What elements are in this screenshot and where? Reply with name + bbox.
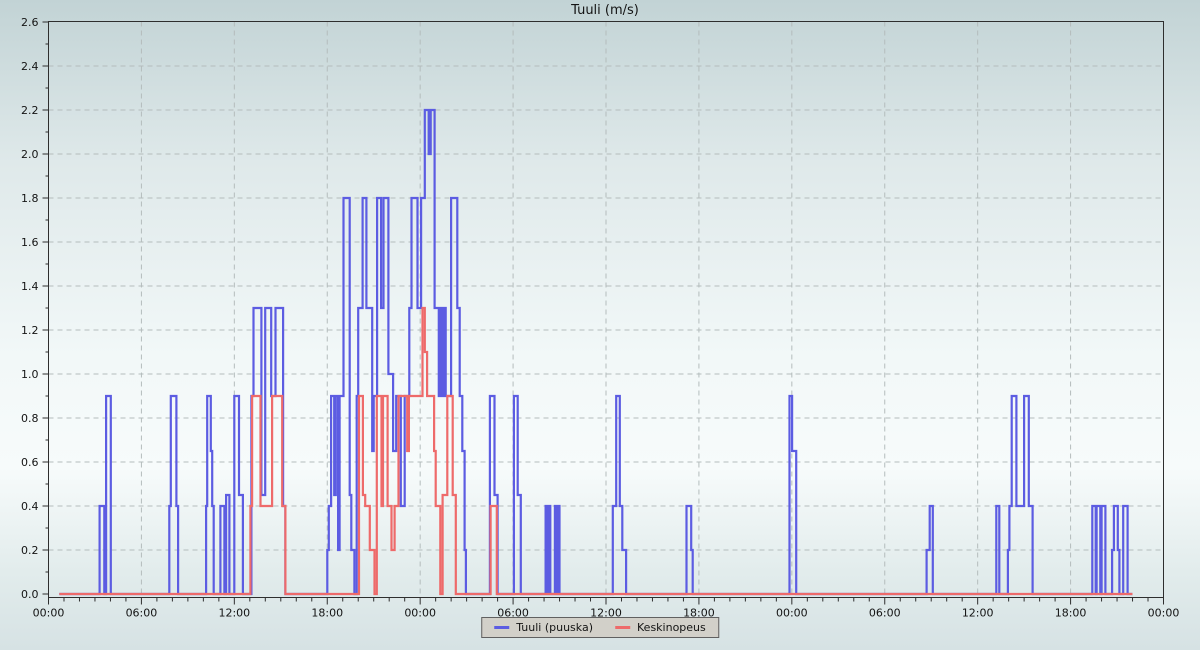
- legend-label-keskinopeus: Keskinopeus: [637, 621, 706, 634]
- y-tick-label: 1.8: [21, 192, 39, 205]
- x-tick-label: 18:00: [311, 607, 343, 620]
- y-tick-label: 0.6: [21, 456, 39, 469]
- y-tick-label: 2.2: [21, 104, 39, 117]
- y-tick-label: 1.6: [21, 236, 39, 249]
- y-tick-label: 1.0: [21, 368, 39, 381]
- x-tick-label: 00:00: [33, 607, 65, 620]
- x-tick-label: 12:00: [218, 607, 250, 620]
- y-tick-label: 0.8: [21, 412, 39, 425]
- x-tick-label: 06:00: [497, 607, 529, 620]
- chart-title: Tuuli (m/s): [571, 3, 639, 18]
- y-tick-label: 0.4: [21, 500, 39, 513]
- x-tick-label: 00:00: [1148, 607, 1180, 620]
- y-tick-label: 0.2: [21, 544, 39, 557]
- chart-legend: Tuuli (puuska) Keskinopeus: [481, 617, 719, 638]
- x-tick-label: 00:00: [404, 607, 436, 620]
- x-tick-label: 12:00: [590, 607, 622, 620]
- x-tick-label: 12:00: [962, 607, 994, 620]
- y-tick-label: 0.0: [21, 588, 39, 601]
- y-tick-label: 2.4: [21, 60, 39, 73]
- x-tick-label: 00:00: [776, 607, 808, 620]
- series-line-puuska: [59, 108, 1133, 596]
- x-tick-label: 06:00: [126, 607, 158, 620]
- legend-label-puuska: Tuuli (puuska): [516, 621, 594, 634]
- legend-swatch-puuska: [494, 626, 510, 629]
- y-tick-label: 1.4: [21, 280, 39, 293]
- y-tick-label: 2.6: [21, 16, 39, 29]
- x-tick-label: 18:00: [1055, 607, 1087, 620]
- legend-item-keskinopeus: Keskinopeus: [615, 621, 706, 634]
- y-tick-label: 1.2: [21, 324, 39, 337]
- y-tick-label: 2.0: [21, 148, 39, 161]
- legend-swatch-keskinopeus: [615, 626, 631, 629]
- series-line-keskinopeus: [59, 306, 1133, 596]
- x-tick-label: 06:00: [869, 607, 901, 620]
- legend-item-puuska: Tuuli (puuska): [494, 621, 593, 634]
- x-tick-label: 18:00: [683, 607, 715, 620]
